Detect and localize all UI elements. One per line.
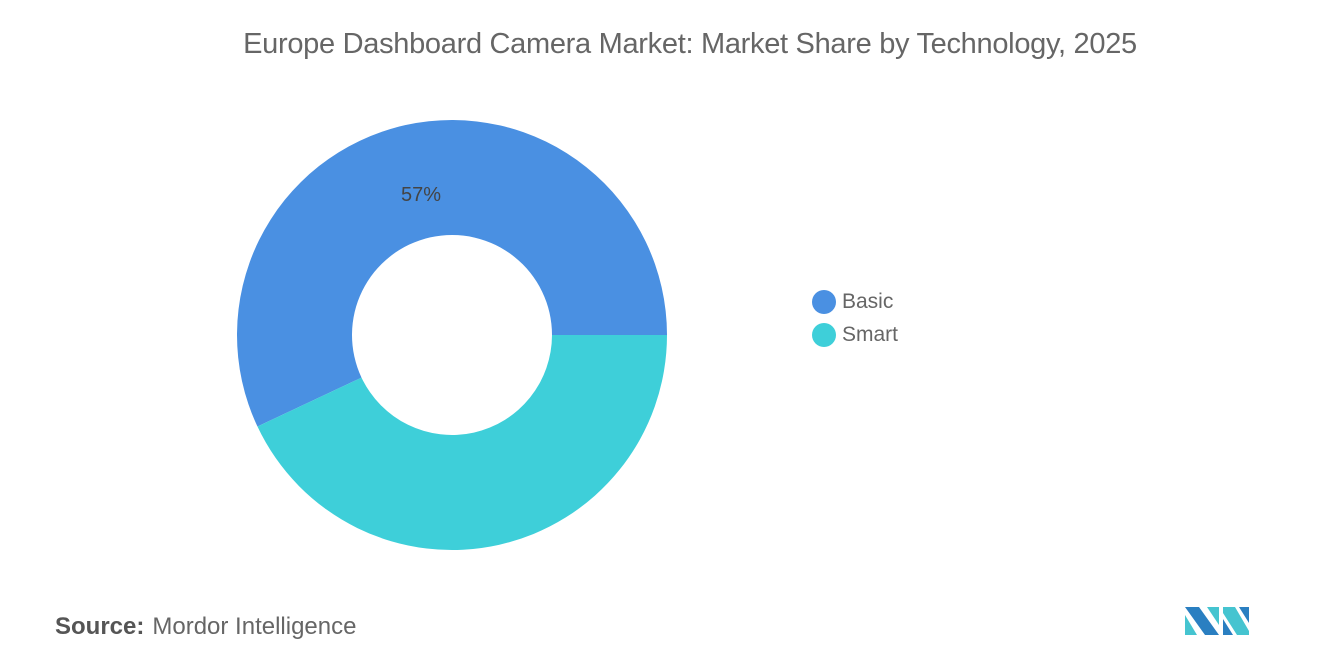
data-label-basic: 57% — [401, 184, 441, 206]
legend-label: Basic — [842, 289, 894, 313]
legend-label: Smart — [842, 322, 899, 346]
source-note: Source: Mordor Intelligence — [55, 613, 356, 641]
legend-item-smart[interactable]: Smart — [812, 318, 898, 351]
source-label: Source: — [55, 613, 145, 640]
slice-basic[interactable] — [237, 120, 667, 427]
legend-item-basic[interactable]: Basic — [812, 285, 898, 318]
legend: Basic Smart — [812, 285, 898, 351]
legend-swatch-smart — [812, 322, 836, 347]
legend-swatch-basic — [812, 289, 836, 314]
mordor-intelligence-logo — [1185, 607, 1249, 635]
source-value: Mordor Intelligence — [152, 613, 357, 640]
slice-smart[interactable] — [257, 335, 667, 550]
chart-title: Europe Dashboard Camera Market: Market S… — [243, 28, 1137, 60]
